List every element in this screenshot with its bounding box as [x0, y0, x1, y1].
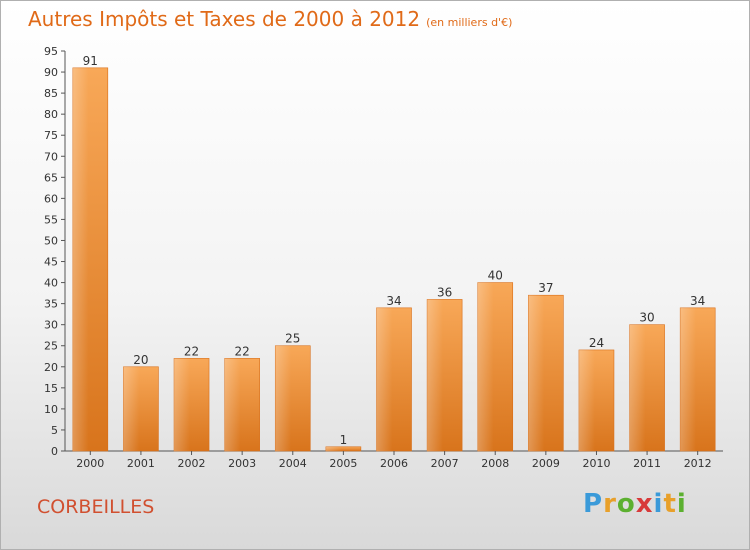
data-label: 20 [133, 353, 148, 367]
title-block: Autres Impôts et Taxes de 2000 à 2012 (en… [28, 7, 512, 31]
logo-letter: x [635, 489, 654, 519]
bar-highlight [275, 345, 292, 451]
x-tick-label: 2007 [431, 457, 459, 470]
y-tick-label: 60 [44, 192, 58, 205]
bar-highlight [224, 358, 241, 451]
data-labels: 91 20 22 22 25 1 34 36 40 37 24 30 34 [83, 54, 706, 447]
data-label: 34 [386, 294, 401, 308]
proxiti-logo: Proxiti [583, 489, 687, 519]
bar-highlight [578, 349, 595, 451]
x-tick-label: 2000 [76, 457, 104, 470]
chart-title: Autres Impôts et Taxes de 2000 à 2012 [28, 7, 421, 31]
y-tick-label: 55 [44, 213, 58, 226]
y-axis-ticks: 0 5 10 15 20 25 30 35 40 45 50 55 60 65 70 75 80 85 90 95 [44, 45, 65, 458]
x-tick-label: 2004 [279, 457, 307, 470]
place-name: CORBEILLES [37, 496, 155, 518]
data-label: 24 [589, 336, 604, 350]
data-label: 34 [690, 294, 705, 308]
logo-letter: r [603, 489, 617, 519]
y-tick-label: 5 [51, 424, 58, 437]
x-tick-label: 2003 [228, 457, 256, 470]
logo-letter: P [583, 489, 604, 519]
x-tick-label: 2011 [633, 457, 661, 470]
bar-highlight [629, 324, 646, 451]
y-tick-label: 75 [44, 129, 58, 142]
x-tick-label: 2010 [582, 457, 610, 470]
y-tick-label: 50 [44, 234, 58, 247]
data-label: 37 [538, 281, 553, 295]
y-tick-label: 40 [44, 277, 58, 290]
data-label: 25 [285, 332, 300, 346]
x-tick-label: 2009 [532, 457, 560, 470]
bar-highlight [477, 282, 494, 451]
x-tick-label: 2012 [684, 457, 712, 470]
logo-letter: t [663, 489, 677, 519]
y-tick-label: 65 [44, 171, 58, 184]
y-tick-label: 90 [44, 66, 58, 79]
logo-letter: o [616, 489, 636, 519]
logo-letter: i [653, 489, 664, 519]
y-tick-label: 10 [44, 403, 58, 416]
y-tick-label: 15 [44, 382, 58, 395]
y-tick-label: 70 [44, 150, 58, 163]
y-tick-label: 35 [44, 298, 58, 311]
data-label: 1 [340, 433, 348, 447]
bar-highlight [528, 295, 545, 451]
y-tick-label: 45 [44, 256, 58, 269]
bars [72, 67, 716, 452]
y-tick-label: 20 [44, 361, 58, 374]
logo-letter: i [676, 489, 687, 519]
data-label: 22 [184, 344, 199, 358]
y-tick-label: 30 [44, 319, 58, 332]
y-tick-label: 0 [51, 445, 58, 458]
bar-highlight [427, 299, 443, 451]
x-tick-label: 2002 [178, 457, 206, 470]
data-label: 36 [437, 285, 452, 299]
chart-unit: (en milliers d'€) [426, 16, 513, 29]
y-tick-label: 95 [44, 45, 58, 58]
bar-highlight [376, 307, 393, 451]
y-tick-label: 85 [44, 87, 58, 100]
data-label: 91 [83, 54, 98, 68]
y-tick-label: 25 [44, 340, 58, 353]
bar-highlight [123, 366, 140, 451]
data-label: 40 [488, 269, 503, 283]
x-tick-label: 2001 [127, 457, 155, 470]
bar-highlight [72, 67, 89, 451]
bar-highlight [325, 446, 342, 451]
y-tick-label: 80 [44, 108, 58, 121]
x-tick-label: 2008 [481, 457, 509, 470]
x-tick-label: 2006 [380, 457, 408, 470]
bar-highlight [680, 307, 696, 451]
x-axis-ticks: 2000 2001 2002 2003 2004 2005 2006 2007 2008 2009… [76, 451, 712, 470]
data-label: 22 [235, 344, 250, 358]
data-label: 30 [639, 311, 654, 325]
x-tick-label: 2005 [329, 457, 357, 470]
bar-highlight [174, 358, 190, 451]
